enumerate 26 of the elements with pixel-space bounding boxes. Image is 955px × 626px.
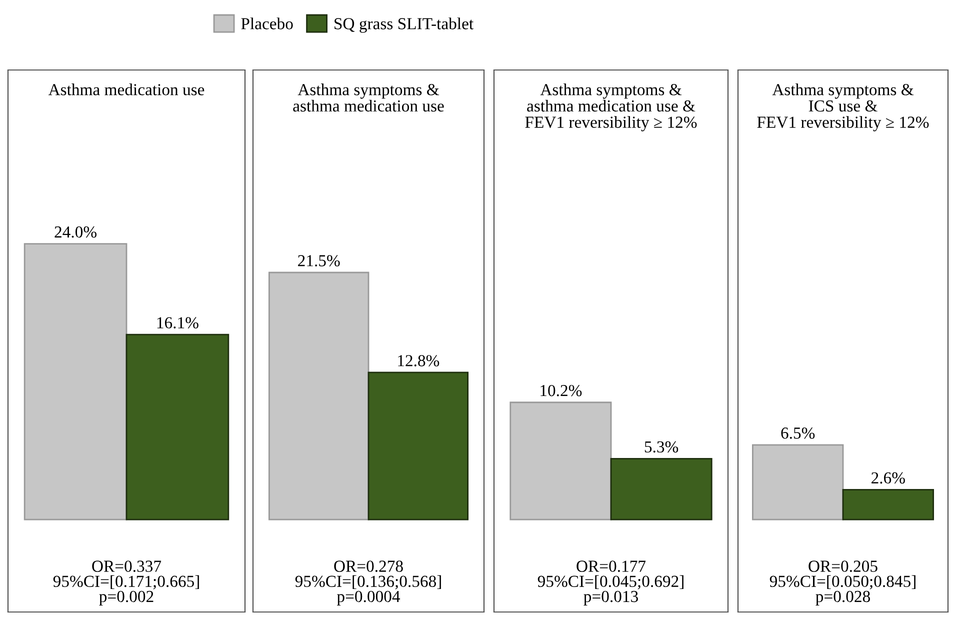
text: 95%CI=[0.136;0.568] [295, 575, 441, 590]
text: p=0.028 [816, 590, 870, 606]
chart-title: Asthma medication use [48, 84, 204, 96]
text: p=0.0004 [336, 590, 400, 606]
text: OR=0.177 [576, 560, 646, 572]
data-label: 24.0% [54, 226, 96, 238]
data-label: 10.2% [540, 384, 582, 396]
text: p=0.002 [99, 590, 154, 606]
text: OR=0.205 [808, 560, 878, 572]
chart-title: Asthma symptoms & ICS use & FEV1 reversibility ≥ 12% [757, 84, 929, 132]
data-label: 21.5% [298, 255, 340, 266]
text: 95%CI=[0.050;0.845] [770, 575, 916, 590]
chart-title: Asthma symptoms & asthma medication use & FEV1 reversibility ≥ 12% [525, 84, 697, 132]
text: p=0.013 [584, 590, 638, 606]
data-label: 5.3% [644, 441, 678, 453]
text: OR=0.278 [334, 560, 403, 572]
data-label: 6.5% [781, 427, 815, 439]
chart-title: Asthma symptoms & asthma medication use [293, 84, 444, 112]
data-label: 16.1% [157, 317, 198, 328]
text: 95%CI=[0.171;0.665] [53, 575, 199, 590]
data-label: 2.6% [872, 472, 905, 484]
legend-label: SQ grass SLIT-tablet [334, 18, 474, 33]
text: OR=0.337 [92, 560, 162, 572]
text: 95%CI=[0.045;0.692] [538, 575, 684, 590]
data-label: 12.8% [398, 355, 440, 366]
legend-label: Placebo [241, 18, 293, 30]
